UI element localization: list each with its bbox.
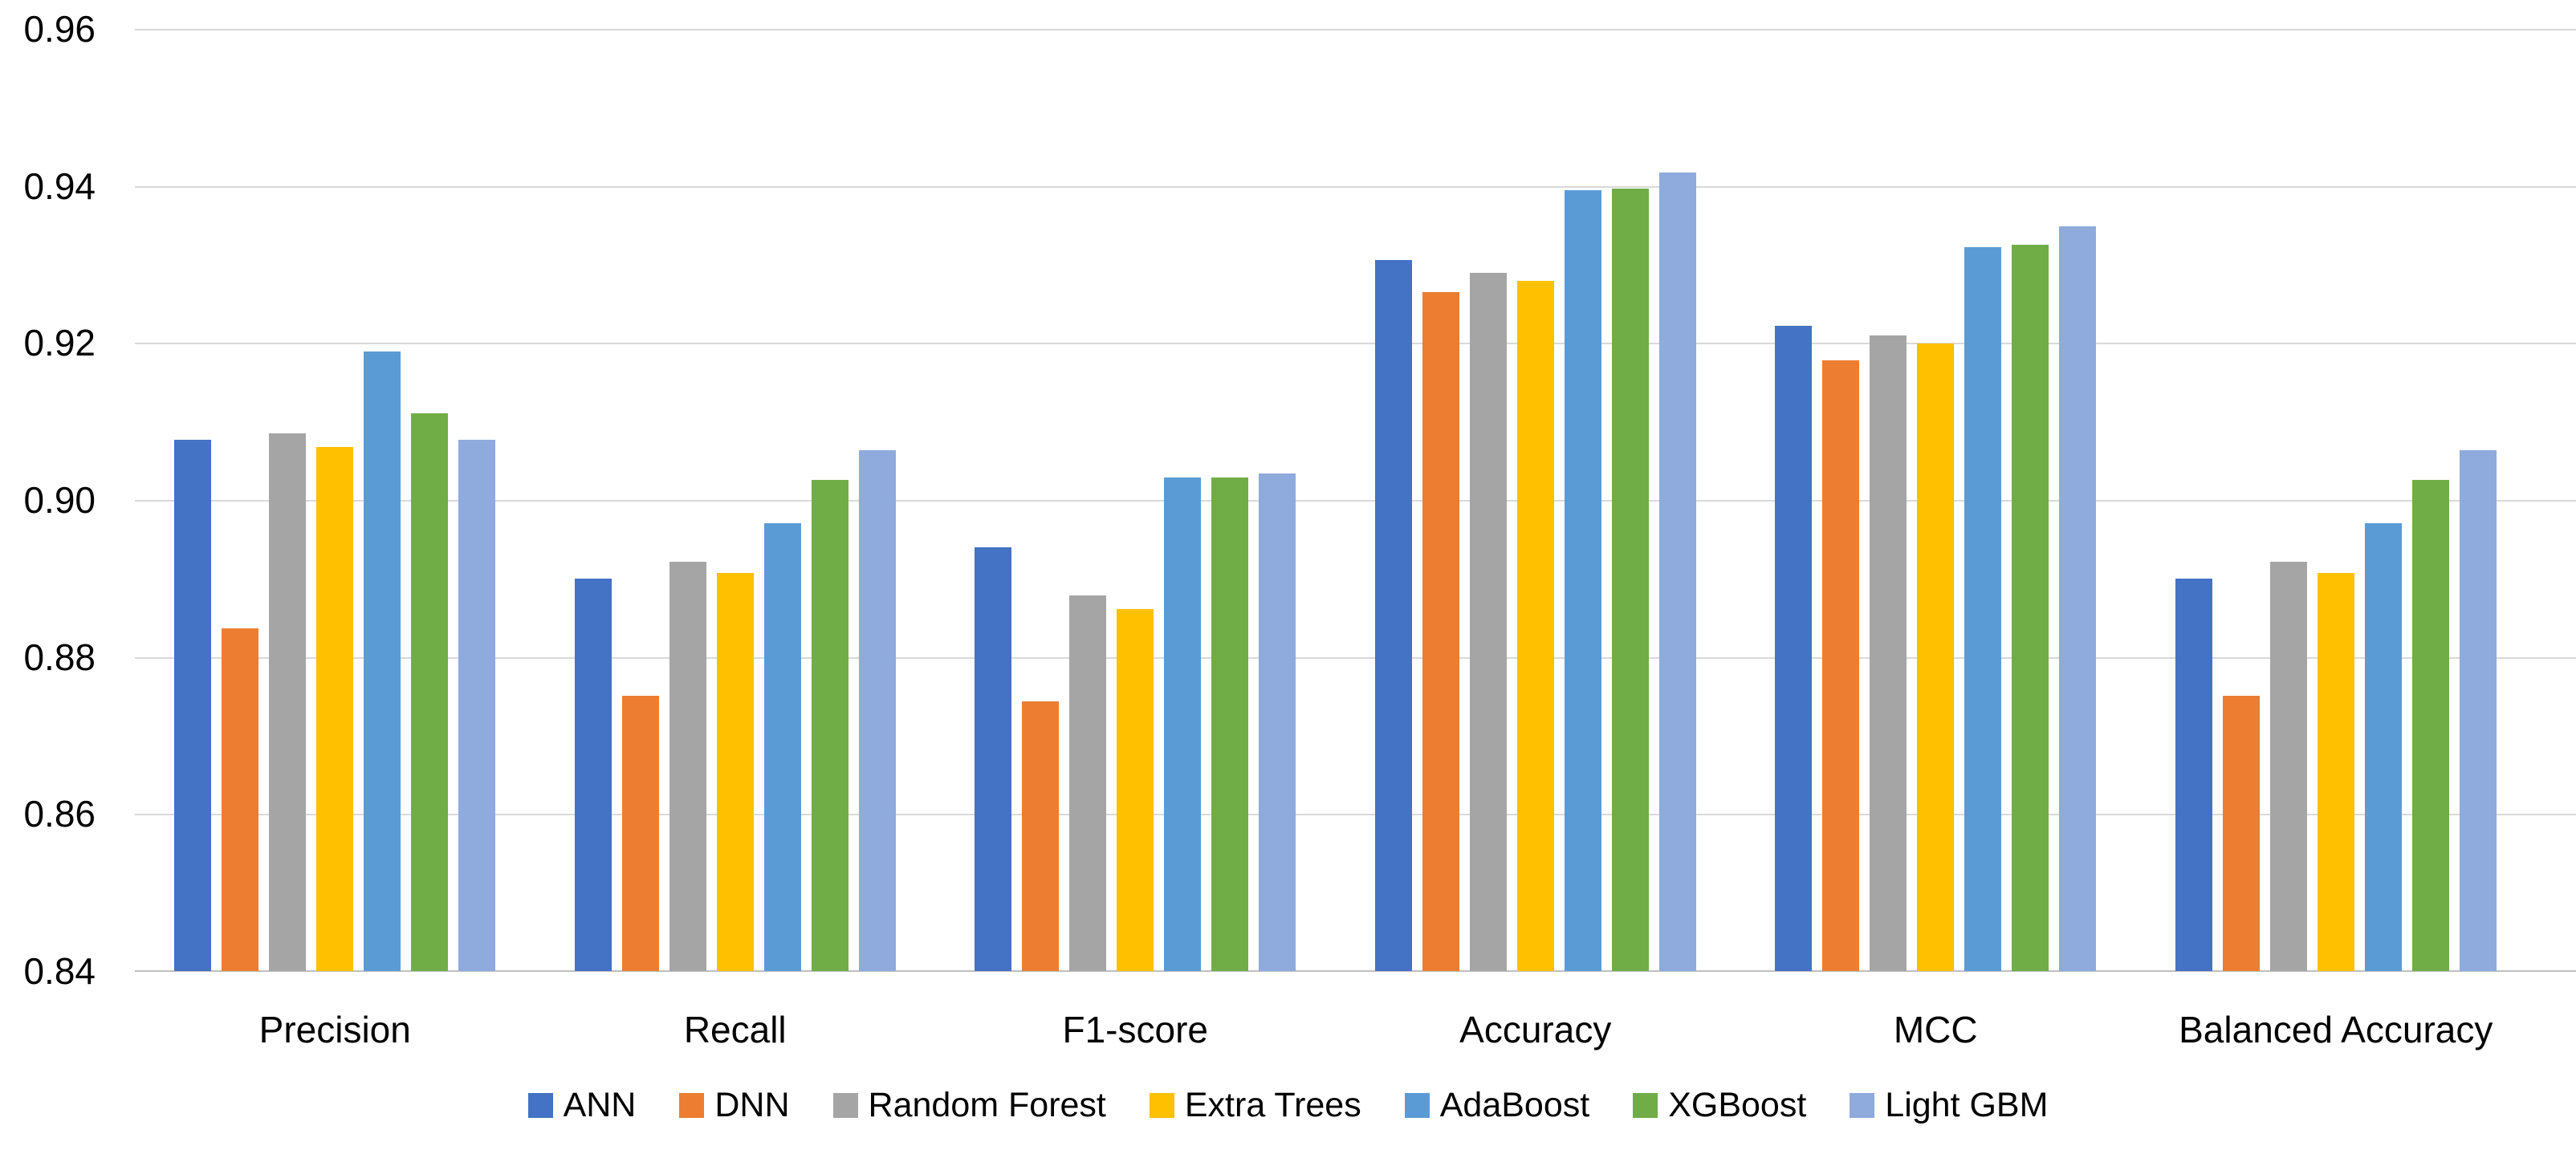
bar-group-mcc	[1736, 29, 2136, 971]
x-axis-category-label: Accuracy	[1459, 1009, 1612, 1050]
legend-label: Extra Trees	[1184, 1085, 1361, 1124]
legend-swatch-icon	[1850, 1092, 1875, 1118]
bar-group-accuracy	[1336, 29, 1736, 971]
bar-extra-trees	[716, 573, 754, 971]
legend-swatch-icon	[832, 1092, 858, 1118]
bar-light-gbm	[858, 450, 896, 971]
bar-extra-trees	[1516, 281, 1554, 971]
legend-swatch-icon	[1404, 1092, 1430, 1118]
bar-random-forest	[1870, 335, 1907, 971]
gridline	[135, 656, 2576, 659]
x-axis-category-label: Balanced Accuracy	[2179, 1009, 2493, 1050]
legend-item-adaboost: AdaBoost	[1404, 1085, 1590, 1125]
y-axis-tick-label: 0.96	[23, 8, 96, 50]
x-axis-line	[135, 970, 2576, 972]
bar-dnn	[621, 695, 659, 971]
legend-label: Random Forest	[868, 1085, 1106, 1124]
bar-adaboost	[2364, 523, 2402, 971]
legend-item-extra-trees: Extra Trees	[1149, 1085, 1361, 1125]
legend-swatch-icon	[1633, 1092, 1658, 1118]
gridline	[135, 185, 2576, 188]
bar-group-precision	[135, 29, 535, 971]
bar-group-recall	[535, 29, 936, 971]
bar-extra-trees	[316, 446, 354, 971]
gridline	[135, 814, 2576, 816]
legend-item-light-gbm: Light GBM	[1850, 1086, 2048, 1125]
bar-xgboost	[1611, 188, 1649, 971]
bar-extra-trees	[1117, 609, 1154, 971]
y-axis: 0.96 0.94 0.92 0.90 0.88 0.86 0.84	[0, 0, 100, 1150]
bar-extra-trees	[2317, 573, 2354, 971]
bar-dnn	[222, 628, 259, 971]
gridline	[135, 343, 2576, 345]
x-axis-category-label: Recall	[683, 1009, 787, 1050]
legend-label: XGBoost	[1668, 1085, 1807, 1124]
legend-label: DNN	[714, 1085, 790, 1124]
bar-dnn	[1022, 701, 1060, 971]
bar-light-gbm	[2059, 226, 2097, 971]
gridline	[135, 500, 2576, 502]
legend: ANN DNN Random Forest Extra Trees AdaBoost XG…	[0, 1077, 2576, 1133]
bar-light-gbm	[458, 439, 496, 971]
bar-random-forest	[669, 562, 706, 971]
bar-random-forest	[269, 433, 307, 971]
legend-label: Light GBM	[1885, 1085, 2049, 1124]
bar-random-forest	[2269, 562, 2307, 971]
legend-swatch-icon	[679, 1092, 705, 1118]
bar-dnn	[1422, 291, 1459, 971]
bar-adaboost	[1164, 477, 1202, 971]
bar-group-balanced-accuracy	[2136, 29, 2537, 971]
x-axis-category-label: Precision	[258, 1009, 411, 1050]
bar-xgboost	[1211, 477, 1249, 971]
legend-label: ANN	[563, 1085, 637, 1124]
bar-ann	[975, 547, 1012, 971]
x-axis-labels: Precision Recall F1-score Accuracy MCC Balanc…	[135, 1002, 2576, 1058]
y-axis-tick-label: 0.88	[23, 636, 96, 678]
bar-random-forest	[1469, 273, 1507, 971]
legend-swatch-icon	[527, 1092, 553, 1118]
bar-ann	[574, 578, 612, 971]
plot-area	[135, 29, 2576, 972]
y-axis-tick-label: 0.94	[23, 165, 96, 207]
x-axis-category-label: F1-score	[1062, 1009, 1208, 1050]
bar-ann	[2175, 578, 2212, 971]
legend-swatch-icon	[1149, 1092, 1174, 1118]
bar-adaboost	[364, 352, 401, 971]
bar-adaboost	[763, 523, 801, 971]
bar-xgboost	[2411, 479, 2449, 971]
y-axis-tick-label: 0.86	[23, 793, 96, 835]
bar-ann	[1374, 259, 1412, 971]
y-axis-tick-label: 0.90	[23, 479, 96, 521]
legend-item-ann: ANN	[527, 1085, 637, 1125]
bar-group-f1-score	[935, 29, 1336, 971]
bar-ann	[174, 439, 212, 971]
bar-dnn	[2222, 695, 2260, 971]
gridline	[135, 29, 2576, 30]
bar-random-forest	[1069, 595, 1107, 971]
legend-label: AdaBoost	[1439, 1085, 1590, 1124]
y-axis-tick-label: 0.92	[23, 322, 96, 364]
bar-extra-trees	[1917, 343, 1955, 971]
bar-xgboost	[811, 479, 848, 971]
x-axis-category-label: MCC	[1893, 1009, 1978, 1050]
bar-dnn	[1822, 360, 1860, 971]
legend-item-dnn: DNN	[679, 1085, 790, 1125]
bar-adaboost	[1564, 189, 1601, 971]
legend-item-xgboost: XGBoost	[1633, 1086, 1806, 1125]
bar-ann	[1775, 325, 1813, 971]
bar-xgboost	[2012, 245, 2049, 971]
bar-light-gbm	[1259, 473, 1296, 971]
bar-xgboost	[411, 413, 449, 971]
bar-light-gbm	[2459, 450, 2497, 971]
y-axis-tick-label: 0.84	[23, 950, 96, 992]
bar-light-gbm	[1658, 173, 1696, 971]
legend-item-random-forest: Random Forest	[832, 1085, 1106, 1125]
bar-adaboost	[1964, 247, 2002, 971]
